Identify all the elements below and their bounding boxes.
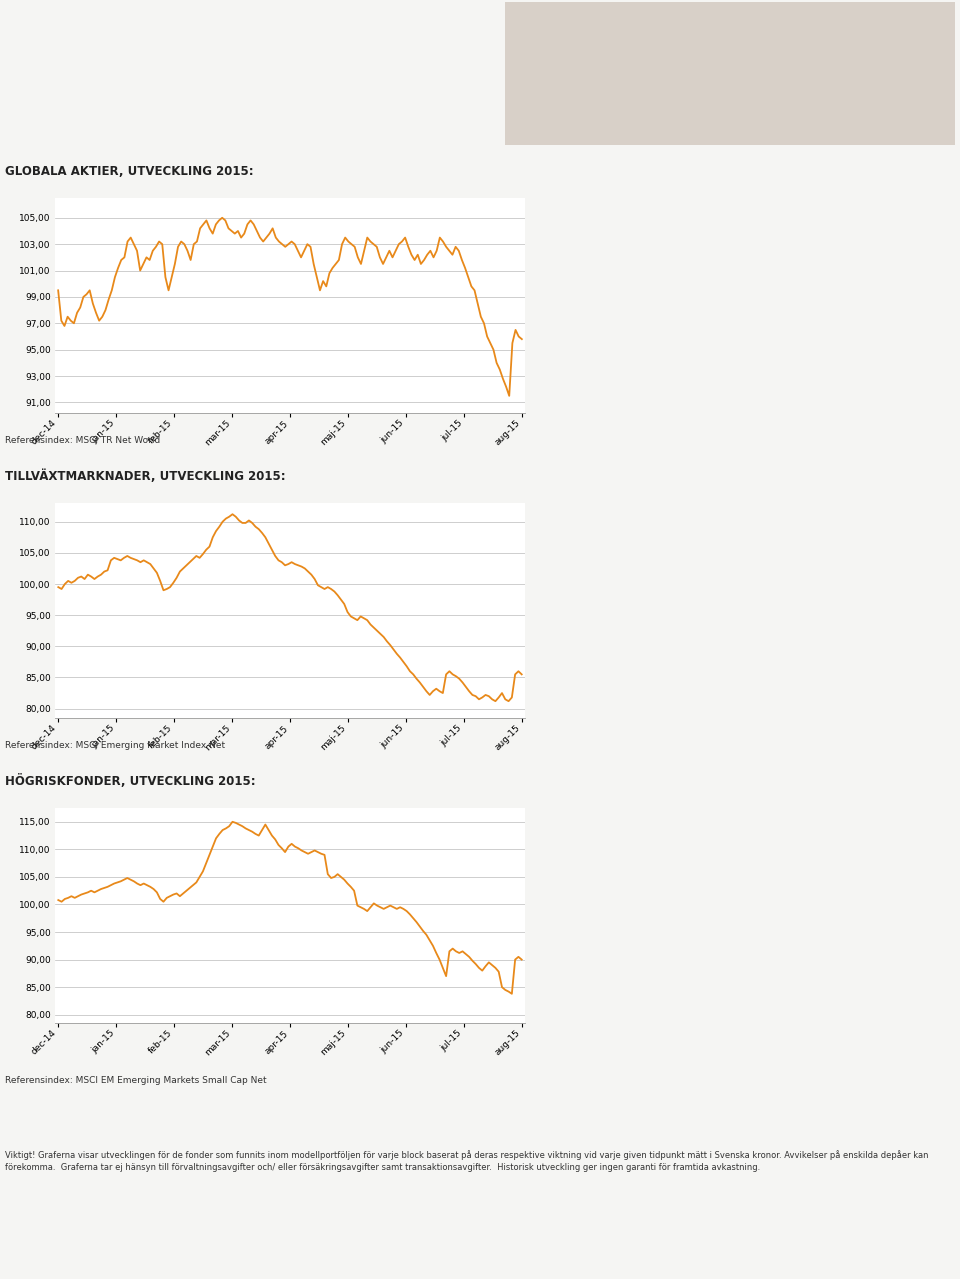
Text: HÖGRISKFONDER, UTVECKLING 2015:: HÖGRISKFONDER, UTVECKLING 2015: xyxy=(5,774,255,788)
Text: GLOBALA AKTIER, UTVECKLING 2015:: GLOBALA AKTIER, UTVECKLING 2015: xyxy=(5,165,253,178)
Text: TILLVÄXTMARKNADER, UTVECKLING 2015:: TILLVÄXTMARKNADER, UTVECKLING 2015: xyxy=(5,469,286,483)
Text: Referensindex: MSCI Emerging Market Index Net: Referensindex: MSCI Emerging Market Inde… xyxy=(5,741,226,749)
Text: Viktigt! Graferna visar utvecklingen för de fonder som funnits inom modellportfö: Viktigt! Graferna visar utvecklingen för… xyxy=(5,1150,928,1160)
Text: förekomma.  Graferna tar ej hänsyn till förvaltningsavgifter och/ eller försäkri: förekomma. Graferna tar ej hänsyn till f… xyxy=(5,1163,760,1172)
Text: Referensindex: MSCI EM Emerging Markets Small Cap Net: Referensindex: MSCI EM Emerging Markets … xyxy=(5,1076,267,1085)
Text: Referensindex: MSCI TR Net World: Referensindex: MSCI TR Net World xyxy=(5,436,160,445)
